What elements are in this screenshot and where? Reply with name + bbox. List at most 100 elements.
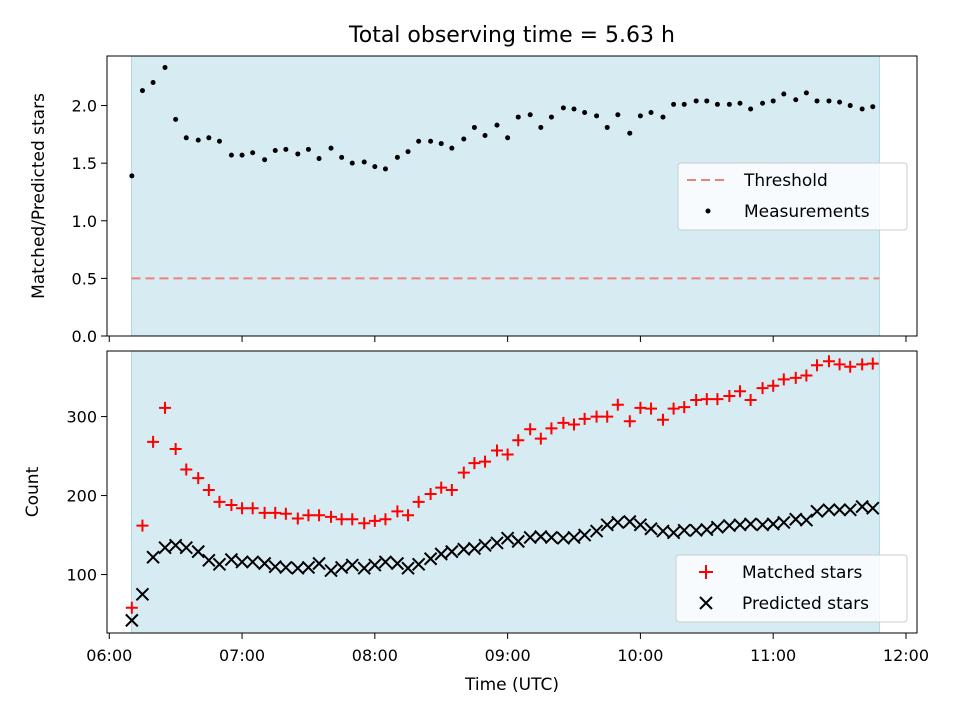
legend-measurements-label: Measurements — [744, 202, 870, 222]
measurement-point — [548, 114, 554, 120]
matched-star-point — [767, 379, 780, 392]
measurement-point — [648, 109, 654, 115]
predicted-star-point — [158, 540, 172, 555]
matched-star-point — [147, 435, 160, 448]
bottom-x-tick-label: 07:00 — [219, 646, 265, 665]
predicted-star-point — [467, 541, 482, 556]
predicted-star-point — [677, 523, 691, 538]
measurement-point — [162, 65, 168, 71]
matched-star-point — [690, 393, 703, 406]
predicted-star-point — [855, 499, 869, 514]
matched-star-point — [611, 398, 624, 411]
predicted-star-point — [577, 528, 592, 542]
matched-star-point — [159, 401, 172, 414]
matched-star-point — [645, 402, 658, 415]
predicted-star-point — [168, 538, 183, 553]
predicted-star-point — [411, 557, 426, 571]
matched-star-point — [479, 455, 492, 468]
measurement-point — [760, 100, 766, 106]
predicted-star-point — [457, 542, 471, 556]
top-y-tick-label: 2.0 — [72, 97, 97, 116]
measurement-point — [471, 124, 477, 130]
top-panel-frame — [106, 55, 918, 337]
predicted-star-point — [146, 550, 160, 564]
measurement-point — [305, 146, 311, 152]
predicted-star-point — [777, 515, 791, 530]
measurement-point — [405, 149, 411, 155]
bottom-y-tick-label: 200 — [66, 487, 97, 506]
matched-star-point — [711, 393, 724, 406]
matched-star-point — [391, 505, 404, 518]
matched-star-point — [524, 423, 537, 436]
predicted-star-point — [378, 555, 393, 569]
measurement-point — [361, 159, 367, 165]
predicted-star-point — [478, 538, 492, 553]
measurement-point — [505, 135, 511, 141]
predicted-star-point — [334, 560, 349, 575]
measurement-point — [515, 114, 521, 120]
measurement-point — [150, 80, 156, 86]
matched-star-point — [822, 355, 835, 368]
bottom-y-tick-label: 300 — [66, 408, 97, 427]
measurement-point — [216, 138, 222, 144]
measurement-point — [228, 152, 234, 158]
matched-star-point — [866, 357, 879, 370]
measurement-point — [826, 98, 832, 104]
measurement-point — [571, 106, 577, 112]
matched-star-point — [723, 390, 736, 403]
predicted-star-point — [224, 552, 239, 567]
matched-star-point — [346, 513, 359, 526]
matched-star-point — [733, 385, 746, 398]
measurement-point — [173, 116, 179, 122]
bottom-y-tick-label: 100 — [66, 566, 97, 585]
matched-star-point — [811, 359, 824, 372]
bottom-y-axis-label: Count — [23, 466, 43, 517]
measurement-point — [449, 145, 455, 151]
legend-matched-label: Matched stars — [742, 563, 862, 583]
bottom-legend: Matched stars Predicted stars — [675, 554, 908, 623]
matched-star-point — [325, 510, 338, 523]
matched-star-point — [368, 514, 381, 527]
predicted-star-point — [312, 556, 326, 571]
predicted-star-point — [666, 525, 681, 540]
matched-star-point — [789, 371, 802, 384]
matched-star-point — [457, 466, 470, 479]
matched-star-point — [258, 506, 271, 519]
matched-star-point — [667, 402, 680, 415]
top-y-tick-label: 1.0 — [72, 212, 97, 231]
measurement-point — [438, 141, 444, 147]
matched-star-point — [269, 506, 282, 519]
matched-star-point — [756, 382, 769, 395]
measurement-point — [283, 146, 289, 152]
matched-star-point — [623, 415, 636, 428]
measurement-point — [781, 91, 787, 97]
bottom-panel: 100 200 300 06:00 07:00 08:00 09:00 10:00 11:00… — [23, 350, 929, 695]
predicted-star-point — [623, 514, 637, 529]
matched-star-point — [202, 484, 215, 497]
measurement-point — [814, 98, 820, 104]
legend-predicted-label: Predicted stars — [742, 594, 869, 614]
predicted-star-point — [268, 559, 282, 574]
measurement-point — [527, 112, 533, 118]
matched-star-point — [678, 401, 691, 414]
measurement-point — [129, 173, 135, 179]
measurement-point — [183, 135, 189, 141]
predicted-star-point — [611, 515, 625, 530]
matched-star-point — [379, 513, 392, 526]
predicted-star-point — [733, 518, 747, 532]
top-y-tick-label: 1.5 — [72, 154, 97, 173]
matched-star-point — [236, 502, 249, 515]
measurement-point — [693, 98, 699, 104]
top-y-tick-label: 0.5 — [72, 269, 97, 288]
predicted-star-point — [212, 557, 227, 571]
predicted-star-point — [544, 530, 559, 545]
matched-star-point — [125, 601, 138, 614]
matched-star-point — [545, 422, 558, 435]
predicted-star-point — [822, 503, 836, 517]
top-x-ticks — [108, 336, 907, 342]
bottom-x-tick-label: 12:00 — [883, 646, 929, 665]
matched-star-point — [534, 432, 547, 445]
measurement-point — [637, 113, 643, 119]
matched-star-point — [246, 502, 259, 515]
